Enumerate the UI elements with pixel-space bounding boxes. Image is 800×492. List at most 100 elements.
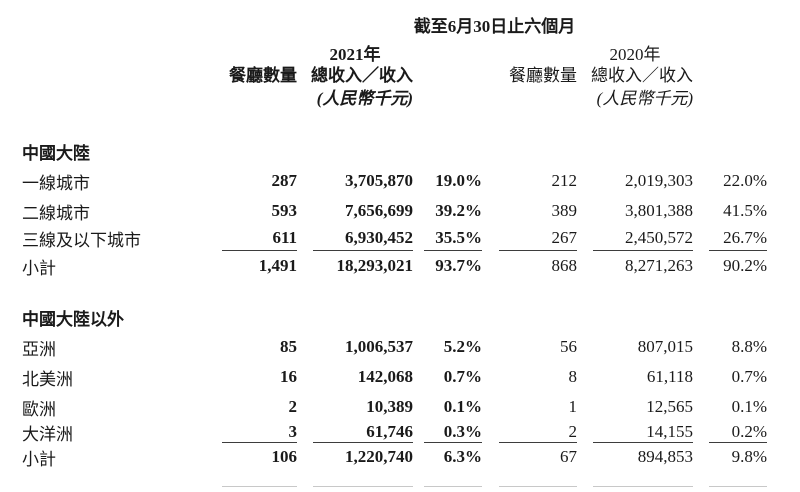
column-rule — [482, 250, 577, 251]
section-title-mainland-china: 中國大陸 — [22, 136, 767, 166]
revenue-2020: 14,155 — [646, 422, 693, 441]
restaurants-2021: 85 — [280, 337, 297, 356]
pct-2020: 9.8% — [731, 447, 767, 466]
year-header-row: 2021年 2020年 — [22, 42, 767, 64]
pct-2021: 5.2% — [443, 337, 482, 356]
restaurants-2020: 2 — [568, 422, 578, 441]
pct-2020: 8.8% — [731, 337, 767, 356]
row-label: 三線及以下城市 — [22, 230, 141, 250]
revenue-2021: 6,930,452 — [345, 228, 413, 247]
pct-2020: 0.1% — [731, 397, 767, 416]
column-rule — [413, 486, 482, 487]
restaurants-2020: 1 — [568, 397, 578, 416]
revenue-2021: 3,705,870 — [345, 171, 413, 190]
table-row-oceania: 大洋洲 3 61,746 0.3% 2 14,155 0.2% — [22, 422, 767, 444]
column-rule — [297, 250, 413, 251]
pct-2021: 0.1% — [443, 397, 482, 416]
restaurants-2020: 267 — [551, 228, 578, 247]
row-label: 亞洲 — [22, 339, 56, 359]
column-rule — [482, 442, 577, 443]
unit-header-row: (人民幣千元) (人民幣千元) — [22, 84, 767, 110]
pct-2021: 0.3% — [443, 422, 482, 441]
restaurants-2021: 16 — [280, 367, 297, 386]
revenue-2020: 894,853 — [637, 447, 693, 466]
pct-2020: 41.5% — [723, 201, 767, 220]
column-rule — [413, 442, 482, 443]
revenue-header-2021: 總收入／收入 — [311, 65, 413, 85]
column-header-row: 餐廳數量 總收入／收入 餐廳數量 總收入／收入 — [22, 62, 767, 85]
column-rule — [577, 486, 693, 487]
column-rule — [222, 442, 297, 443]
row-label: 一線城市 — [22, 173, 90, 193]
restaurants-header-2021: 餐廳數量 — [229, 65, 297, 85]
restaurants-header-2020: 餐廳數量 — [509, 65, 577, 85]
revenue-2021: 18,293,021 — [336, 256, 414, 275]
subtotal-rule-row — [22, 250, 767, 252]
unit-label-2021: (人民幣千元) — [316, 89, 413, 108]
column-rule — [222, 486, 297, 487]
column-rule — [577, 442, 693, 443]
table-row-second-tier-cities: 二線城市 593 7,656,699 39.2% 389 3,801,388 4… — [22, 196, 767, 226]
table-row-subtotal-outside-mainland: 小計 106 1,220,740 6.3% 67 894,853 9.8% — [22, 444, 767, 470]
table-row-europe: 歐洲 2 10,389 0.1% 1 12,565 0.1% — [22, 392, 767, 422]
section-title-label: 中國大陸以外 — [22, 309, 124, 329]
pct-2021: 39.2% — [435, 201, 482, 220]
period-title: 截至6月30日止六個月 — [413, 17, 576, 36]
revenue-2020: 3,801,388 — [625, 201, 693, 220]
column-rule — [297, 442, 413, 443]
revenue-2021: 10,389 — [366, 397, 413, 416]
table-row-third-tier-cities: 三線及以下城市 611 6,930,452 35.5% 267 2,450,57… — [22, 226, 767, 250]
column-rule — [693, 486, 767, 487]
table-row-asia: 亞洲 85 1,006,537 5.2% 56 807,015 8.8% — [22, 332, 767, 362]
revenue-header-2020: 總收入／收入 — [591, 65, 693, 85]
year-2020-label: 2020年 — [609, 44, 661, 64]
pct-2021: 6.3% — [443, 447, 482, 466]
restaurants-2021: 593 — [271, 201, 298, 220]
restaurants-2020: 56 — [560, 337, 577, 356]
section-title-label: 中國大陸 — [22, 143, 90, 163]
pct-2020: 90.2% — [723, 256, 767, 275]
restaurants-2020: 8 — [568, 367, 578, 386]
restaurants-2021: 287 — [271, 171, 298, 190]
column-rule — [482, 486, 577, 487]
revenue-2020: 807,015 — [637, 337, 693, 356]
restaurants-2021: 3 — [288, 422, 298, 441]
revenue-2021: 7,656,699 — [345, 201, 413, 220]
restaurants-2020: 389 — [551, 201, 578, 220]
table-container: 截至6月30日止六個月 2021年 2020年 餐廳數量 總收入／收入 餐廳數量… — [0, 12, 767, 488]
revenue-2020: 8,271,263 — [625, 256, 693, 275]
table-row-first-tier-cities: 一線城市 287 3,705,870 19.0% 212 2,019,303 2… — [22, 166, 767, 196]
pct-2020: 26.7% — [723, 228, 767, 247]
restaurants-2021: 611 — [272, 228, 297, 247]
column-rule — [693, 442, 767, 443]
row-label: 二線城市 — [22, 203, 90, 223]
column-rule — [297, 486, 413, 487]
restaurants-2021: 2 — [288, 397, 298, 416]
revenue-2021: 61,746 — [366, 422, 413, 441]
revenue-2021: 1,006,537 — [345, 337, 413, 356]
pct-2021: 35.5% — [435, 228, 482, 247]
row-label: 小計 — [22, 449, 56, 469]
restaurants-2020: 868 — [551, 256, 578, 275]
bottom-partial-rule-row — [22, 486, 767, 488]
year-2021-label: 2021年 — [329, 44, 381, 64]
pct-2020: 22.0% — [723, 171, 767, 190]
column-rule — [222, 250, 297, 251]
revenue-2020: 61,118 — [646, 367, 693, 386]
table-row-north-america: 北美洲 16 142,068 0.7% 8 61,118 0.7% — [22, 362, 767, 392]
revenue-2021: 142,068 — [357, 367, 413, 386]
column-rule — [693, 250, 767, 251]
pct-2021: 19.0% — [435, 171, 482, 190]
revenue-2021: 1,220,740 — [345, 447, 413, 466]
unit-label-2020: (人民幣千元) — [596, 89, 693, 108]
table-row-subtotal-mainland: 小計 1,491 18,293,021 93.7% 868 8,271,263 … — [22, 252, 767, 280]
revenue-2020: 2,019,303 — [625, 171, 693, 190]
restaurants-2021: 1,491 — [258, 256, 297, 275]
revenue-2020: 2,450,572 — [625, 228, 693, 247]
section-title-outside-mainland: 中國大陸以外 — [22, 302, 767, 332]
row-label: 大洋洲 — [22, 424, 73, 444]
pct-2020: 0.2% — [731, 422, 767, 441]
pct-2020: 0.7% — [731, 367, 767, 386]
column-rule — [577, 250, 693, 251]
